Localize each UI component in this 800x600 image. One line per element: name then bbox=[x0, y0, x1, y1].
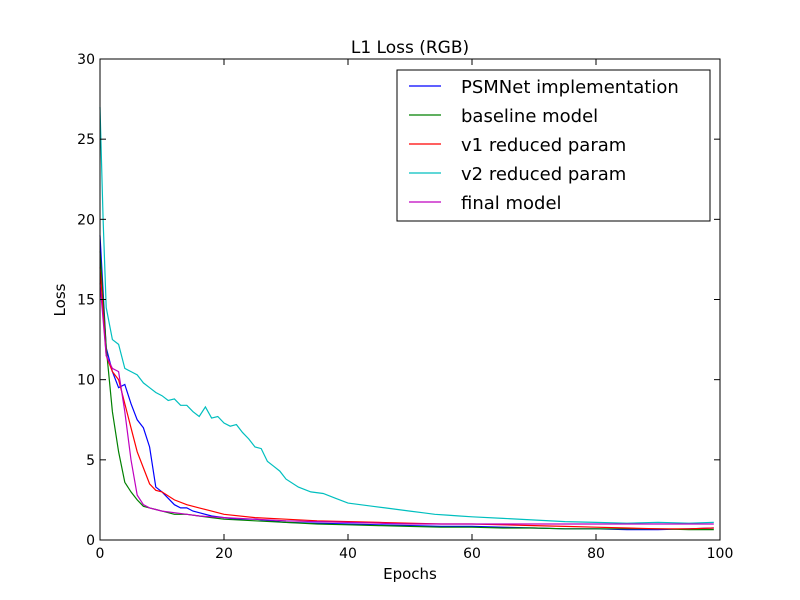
chart-title: L1 Loss (RGB) bbox=[351, 38, 469, 58]
x-tick-label: 40 bbox=[339, 546, 357, 562]
legend-box bbox=[396, 69, 711, 222]
series-line-4 bbox=[99, 283, 714, 525]
x-tick-label: 0 bbox=[96, 546, 105, 562]
series-line-1 bbox=[99, 251, 714, 531]
x-tick-label: 80 bbox=[587, 546, 605, 562]
legend: PSMNet implementation baseline model v1 re… bbox=[396, 69, 711, 222]
y-tick-label: 0 bbox=[86, 533, 95, 549]
y-tick-label: 25 bbox=[77, 132, 95, 148]
x-tick-label: 60 bbox=[463, 546, 481, 562]
y-tick-label: 10 bbox=[77, 373, 95, 389]
legend-label: baseline model bbox=[461, 106, 598, 127]
y-tick-label: 30 bbox=[77, 52, 95, 68]
series-line-2 bbox=[99, 267, 714, 530]
x-tick-label: 100 bbox=[707, 546, 734, 562]
y-tick-label: 20 bbox=[77, 212, 95, 228]
y-tick-label: 15 bbox=[77, 293, 95, 309]
legend-label: v1 reduced param bbox=[461, 135, 626, 156]
y-axis-label: Loss bbox=[51, 283, 69, 316]
legend-label: PSMNet implementation bbox=[461, 77, 679, 98]
y-tick-label: 5 bbox=[86, 453, 95, 469]
x-axis-label: Epochs bbox=[383, 565, 437, 583]
legend-label: final model bbox=[461, 193, 562, 214]
legend-label: v2 reduced param bbox=[461, 164, 626, 185]
series-line-3 bbox=[99, 107, 714, 524]
x-tick-label: 20 bbox=[215, 546, 233, 562]
